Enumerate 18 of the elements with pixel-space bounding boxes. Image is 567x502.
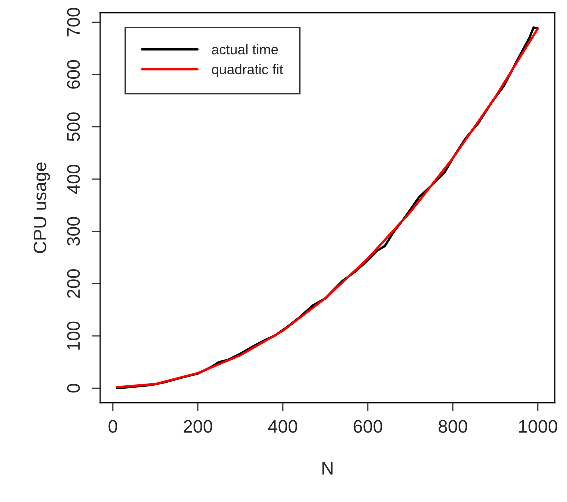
y-tick-label: 500 xyxy=(67,112,80,142)
x-tick-label: 200 xyxy=(184,420,212,434)
x-tick-label: 1000 xyxy=(519,420,558,434)
x-tick-label: 400 xyxy=(268,420,298,434)
x-tick-label: 600 xyxy=(354,420,382,434)
y-tick-label: 700 xyxy=(67,8,80,37)
y-tick-label: 400 xyxy=(67,164,80,194)
x-tick-label: 0 xyxy=(108,420,118,434)
x-tick-label: 800 xyxy=(438,420,468,434)
y-tick-label: 100 xyxy=(67,322,80,350)
y-tick-label: 300 xyxy=(67,217,80,246)
y-tick-label: 0 xyxy=(67,384,80,393)
y-axis-title: CPU usage xyxy=(34,162,50,254)
x-axis-title: N xyxy=(322,462,333,475)
legend-label: quadratic fit xyxy=(212,64,284,78)
legend-label: actual time xyxy=(212,44,278,55)
y-tick-label: 600 xyxy=(67,60,80,89)
y-tick-label: 200 xyxy=(67,270,80,298)
